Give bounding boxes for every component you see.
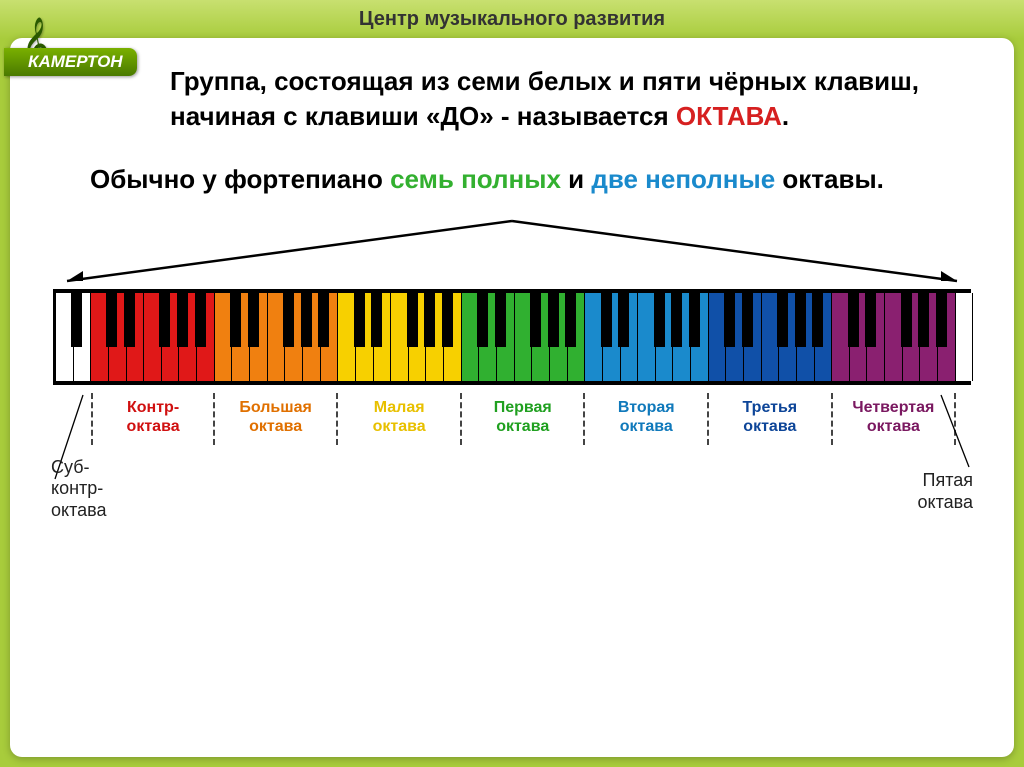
black-key: [918, 293, 929, 347]
cnt-post: октавы.: [775, 164, 884, 194]
piano-keyboard: [53, 289, 971, 385]
black-key: [548, 293, 559, 347]
octave-labels-row: Контр-октаваБольшаяоктаваМалаяоктаваПерв…: [53, 393, 971, 463]
def-post: .: [782, 101, 789, 131]
black-key: [689, 293, 700, 347]
black-key: [318, 293, 329, 347]
black-key: [742, 293, 753, 347]
count-paragraph: Обычно у фортепиано семь полных и две не…: [90, 162, 984, 197]
black-key: [601, 293, 612, 347]
black-key: [159, 293, 170, 347]
black-key: [283, 293, 294, 347]
logo-text: КАМЕРТОН: [4, 48, 137, 76]
black-key: [195, 293, 206, 347]
page-header: Центр музыкального развития: [0, 0, 1024, 39]
keyboard-area: Контр-октаваБольшаяоктаваМалаяоктаваПерв…: [53, 289, 971, 463]
black-key: [248, 293, 259, 347]
octave-label: Малаяоктава: [338, 393, 462, 445]
octave-label: Втораяоктава: [586, 393, 710, 445]
black-key: [865, 293, 876, 347]
black-key: [565, 293, 576, 347]
black-key: [407, 293, 418, 347]
black-key: [936, 293, 947, 347]
black-key: [671, 293, 682, 347]
black-key: [442, 293, 453, 347]
black-key: [901, 293, 912, 347]
black-key: [795, 293, 806, 347]
black-key: [177, 293, 188, 347]
white-key: [956, 293, 974, 381]
black-key: [106, 293, 117, 347]
black-key: [371, 293, 382, 347]
black-key: [724, 293, 735, 347]
cnt-green: семь полных: [390, 164, 561, 194]
logo: 𝄞 КАМЕРТОН: [4, 48, 137, 76]
black-key: [848, 293, 859, 347]
octave-label: Перваяоктава: [462, 393, 586, 445]
definition-paragraph: Группа, состоящая из семи белых и пяти ч…: [170, 64, 984, 134]
black-key: [618, 293, 629, 347]
def-pre: Группа, состоящая из семи белых и пяти ч…: [170, 66, 919, 131]
octave-label: Контр-октава: [91, 393, 215, 445]
black-key: [230, 293, 241, 347]
black-key: [530, 293, 541, 347]
black-key: [495, 293, 506, 347]
black-key: [124, 293, 135, 347]
black-key: [71, 293, 82, 347]
bracket-icon: [53, 215, 971, 287]
black-key: [424, 293, 435, 347]
cnt-mid: и: [561, 164, 591, 194]
def-highlight: ОКТАВА: [676, 101, 782, 131]
sub-contra-label: Суб-контр-октава: [51, 457, 107, 522]
black-key: [654, 293, 665, 347]
black-key: [301, 293, 312, 347]
black-key: [354, 293, 365, 347]
black-key: [477, 293, 488, 347]
cnt-blue: две неполные: [591, 164, 775, 194]
octave-label: Четвертаяоктава: [833, 393, 957, 445]
fifth-octave-label: Пятаяоктава: [917, 470, 973, 513]
octave-label: Большаяоктава: [215, 393, 339, 445]
content-card: 𝄞 КАМЕРТОН Группа, состоящая из семи бел…: [10, 38, 1014, 757]
black-key: [777, 293, 788, 347]
header-title: Центр музыкального развития: [359, 8, 665, 30]
black-key: [812, 293, 823, 347]
octave-label: Третьяоктава: [709, 393, 833, 445]
cnt-pre: Обычно у фортепиано: [90, 164, 390, 194]
